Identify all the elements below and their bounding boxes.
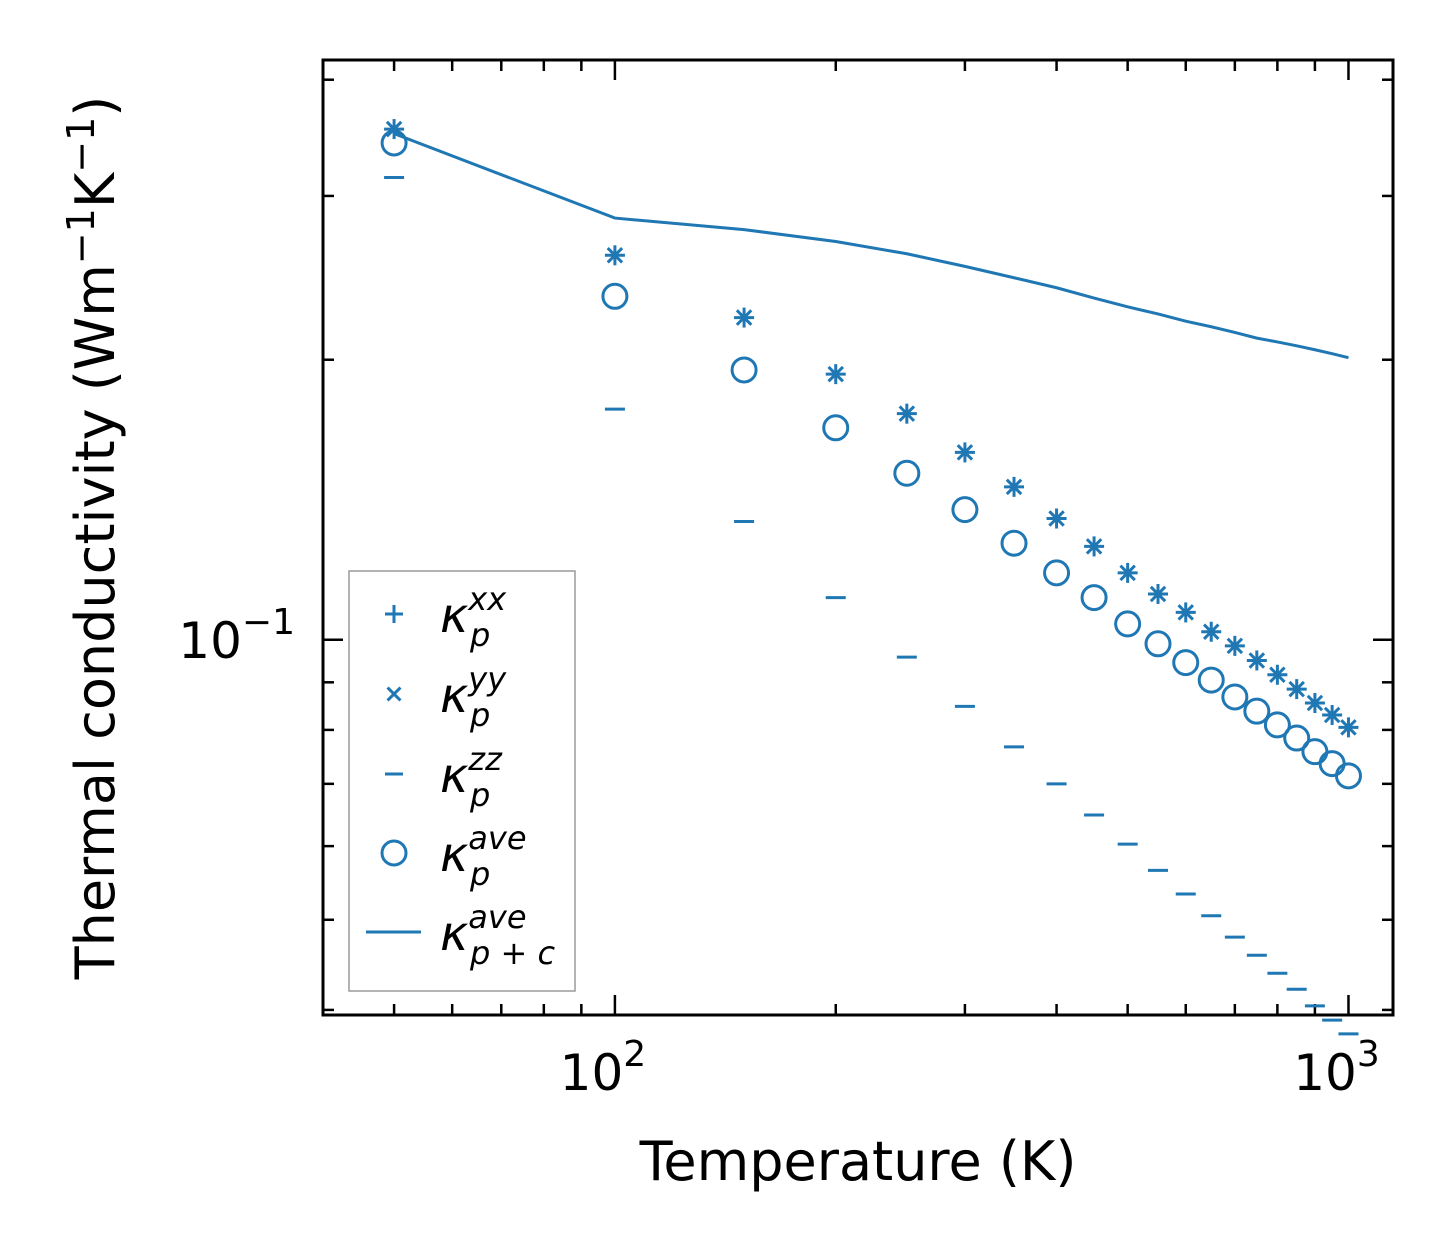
point-kyy (898, 405, 916, 422)
legend-label-sub: p (469, 616, 490, 654)
point-kave (1172, 649, 1200, 677)
legend-label: κxx (440, 580, 507, 644)
point-kyy (1306, 694, 1324, 712)
series-kp+c (393, 132, 1349, 360)
y-axis-label-sup1: −1 (59, 208, 103, 264)
point-kyy (1177, 604, 1194, 621)
point-kyy (827, 365, 844, 383)
y-tick-label-base: 10 (178, 612, 242, 670)
y-tick-label-exp: −1 (242, 602, 295, 643)
point-kyy (1085, 538, 1103, 555)
point-kave (1283, 724, 1311, 752)
y-axis-label-sup2: −1 (59, 117, 103, 173)
series-kzz (384, 176, 1359, 1036)
legend-marker-circle (380, 839, 408, 867)
point-kave (1221, 683, 1249, 711)
point-kave (1144, 630, 1172, 658)
x-axis-label: Temperature (K) (639, 1130, 1077, 1193)
x-tick-label-exp: 2 (623, 1034, 646, 1075)
y-axis-label-end: ) (64, 96, 127, 117)
series-line-kp+c (393, 132, 1349, 360)
point-kyy (1269, 666, 1286, 684)
point-kave (1318, 750, 1346, 778)
legend-label-sup: xx (467, 580, 507, 618)
point-kyy (1005, 478, 1023, 496)
legend-label-sup: zz (467, 740, 503, 778)
legend-label-base: κ (440, 906, 469, 962)
legend-label-sub: p (469, 696, 490, 734)
legend-label-sup: yy (467, 660, 507, 698)
series-layer (380, 119, 1362, 1036)
legend-label-sup: ave (468, 819, 526, 857)
point-kave (1080, 584, 1108, 612)
legend-label-base: κ (440, 668, 469, 724)
point-kyy (1202, 623, 1220, 641)
y-axis-label: Thermal conductivity (Wm−1K−1) (59, 96, 127, 981)
point-kave (893, 459, 921, 487)
point-kave (1114, 610, 1142, 638)
point-kyy (1323, 706, 1341, 724)
minor-ticks (321, 60, 1393, 1015)
legend-label-base: κ (440, 588, 469, 644)
legend-frame (348, 570, 576, 992)
point-kyy (735, 309, 753, 326)
x-tick-label-exp: 3 (1357, 1034, 1380, 1075)
point-kave (1243, 697, 1271, 725)
legend-label: κyy (440, 660, 507, 724)
point-kyy (606, 247, 624, 264)
series-kyy (385, 120, 1357, 736)
point-kave (1334, 762, 1362, 790)
major-ticks (323, 60, 1393, 1015)
point-kave (380, 129, 408, 157)
legend-label: κave (440, 819, 527, 883)
point-kave (601, 282, 629, 310)
legend-label-sub: p (469, 776, 490, 814)
x-tick-label: 103 (1293, 1034, 1380, 1102)
series-kave (380, 129, 1362, 790)
point-kave (1000, 529, 1028, 557)
point-kyy (1226, 637, 1244, 655)
legend-label-base: κ (440, 827, 469, 883)
point-kave (951, 496, 979, 524)
point-kyy (385, 120, 403, 138)
axes-frame (321, 58, 1395, 1017)
legend-label: κave (440, 898, 527, 962)
point-kave (1043, 559, 1071, 587)
point-kave (1197, 666, 1225, 694)
point-kyy (1340, 719, 1357, 736)
legend-label-sub: p (469, 855, 490, 893)
point-kave (1263, 711, 1291, 739)
point-kyy (1149, 585, 1167, 603)
legend-label: κzz (440, 740, 503, 804)
point-kyy (956, 444, 974, 461)
legend-marker-x (386, 686, 402, 702)
y-axis-label-mid: K (64, 171, 127, 208)
legend-marker-plus (385, 605, 403, 623)
point-kyy (1119, 564, 1136, 582)
y-axis-label-text: Thermal conductivity (Wm (64, 264, 127, 980)
x-tick-label: 102 (560, 1034, 647, 1102)
legend-label-sup: ave (468, 898, 526, 936)
point-kave (730, 356, 758, 384)
point-kyy (1048, 510, 1065, 527)
point-kave (1301, 738, 1329, 766)
legend-label-sub: p + c (469, 934, 555, 972)
point-kyy (1248, 652, 1266, 669)
point-kyy (1288, 680, 1305, 698)
point-kave (822, 414, 850, 442)
legend-label-base: κ (440, 748, 469, 804)
y-tick-label: 10−1 (178, 602, 295, 670)
